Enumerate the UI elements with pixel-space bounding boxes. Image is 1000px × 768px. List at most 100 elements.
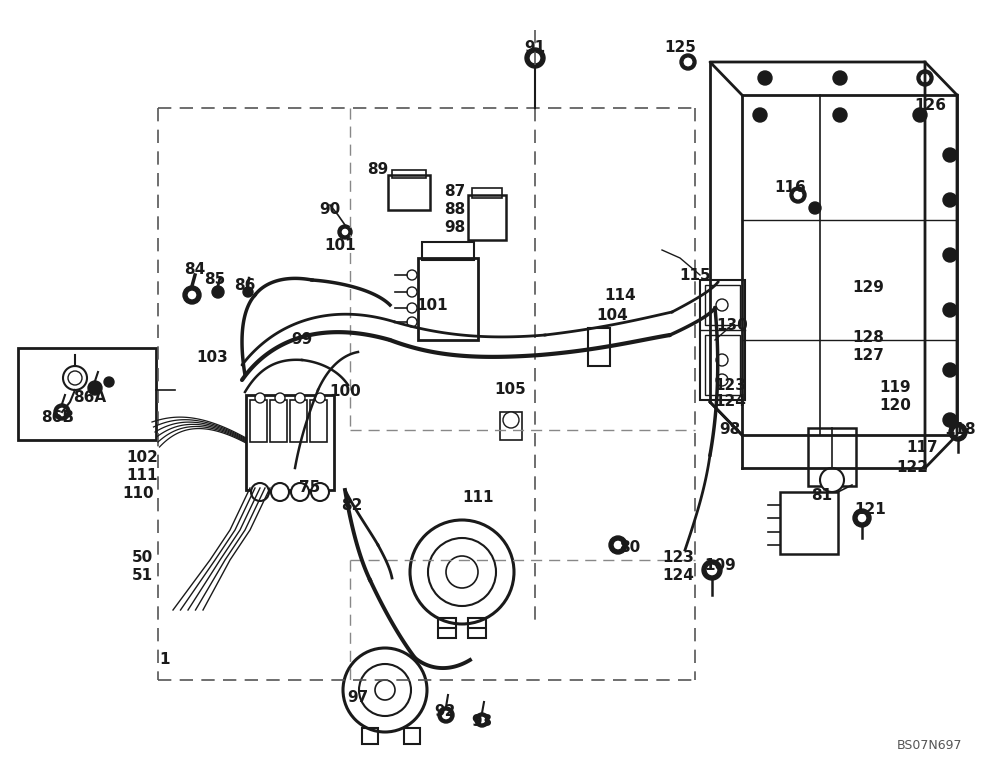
Circle shape xyxy=(833,108,847,122)
Text: 104: 104 xyxy=(596,307,628,323)
Circle shape xyxy=(946,196,954,204)
Circle shape xyxy=(291,483,309,501)
Circle shape xyxy=(953,427,963,437)
Text: 98: 98 xyxy=(719,422,741,438)
Text: 124: 124 xyxy=(714,395,746,409)
Text: 125: 125 xyxy=(664,41,696,55)
Text: 89: 89 xyxy=(367,163,389,177)
Circle shape xyxy=(243,287,253,297)
Text: 87: 87 xyxy=(444,184,466,200)
Text: 128: 128 xyxy=(852,330,884,346)
Bar xyxy=(742,95,957,435)
Text: 101: 101 xyxy=(324,237,356,253)
Circle shape xyxy=(407,317,417,327)
Text: 114: 114 xyxy=(604,287,636,303)
Bar xyxy=(18,348,156,440)
Circle shape xyxy=(946,416,954,424)
Circle shape xyxy=(341,228,349,236)
Text: 97: 97 xyxy=(347,690,369,706)
Circle shape xyxy=(917,70,933,86)
Text: 130: 130 xyxy=(716,317,748,333)
Circle shape xyxy=(187,290,197,300)
Bar xyxy=(588,328,610,366)
Circle shape xyxy=(943,363,957,377)
Circle shape xyxy=(255,393,265,403)
Text: 109: 109 xyxy=(704,558,736,572)
Bar xyxy=(705,335,740,395)
Text: 51: 51 xyxy=(131,568,153,582)
Text: 86: 86 xyxy=(234,277,256,293)
Text: 123: 123 xyxy=(714,378,746,392)
Bar xyxy=(705,285,740,325)
Circle shape xyxy=(428,538,496,606)
Text: 80: 80 xyxy=(619,541,641,555)
Circle shape xyxy=(943,148,957,162)
Circle shape xyxy=(478,716,486,724)
Circle shape xyxy=(68,371,82,385)
Text: 129: 129 xyxy=(852,280,884,296)
Circle shape xyxy=(212,286,224,298)
Text: 86B: 86B xyxy=(42,411,74,425)
Circle shape xyxy=(683,57,693,67)
Circle shape xyxy=(271,483,289,501)
Bar xyxy=(290,400,307,442)
Circle shape xyxy=(761,74,769,82)
Text: 101: 101 xyxy=(416,297,448,313)
Text: 119: 119 xyxy=(879,380,911,396)
Circle shape xyxy=(359,664,411,716)
Circle shape xyxy=(921,74,929,82)
Text: 75: 75 xyxy=(299,481,321,495)
Circle shape xyxy=(853,509,871,527)
Circle shape xyxy=(438,707,454,723)
Circle shape xyxy=(916,111,924,119)
Circle shape xyxy=(275,393,285,403)
Bar xyxy=(500,412,522,440)
Circle shape xyxy=(946,251,954,259)
Bar xyxy=(418,258,478,340)
Circle shape xyxy=(946,306,954,314)
Bar xyxy=(468,618,486,638)
Circle shape xyxy=(407,287,417,297)
Text: 84: 84 xyxy=(184,263,206,277)
Circle shape xyxy=(295,393,305,403)
Circle shape xyxy=(88,381,102,395)
Text: 117: 117 xyxy=(906,441,938,455)
Text: 92: 92 xyxy=(434,704,456,720)
Bar xyxy=(472,188,502,198)
Text: 50: 50 xyxy=(131,551,153,565)
Circle shape xyxy=(57,407,67,417)
Circle shape xyxy=(943,248,957,262)
Circle shape xyxy=(943,413,957,427)
Circle shape xyxy=(946,151,954,159)
Circle shape xyxy=(820,468,844,492)
Circle shape xyxy=(315,393,325,403)
Circle shape xyxy=(54,404,70,420)
Circle shape xyxy=(375,680,395,700)
Text: 93: 93 xyxy=(471,714,493,730)
Bar xyxy=(388,175,430,210)
Text: 82: 82 xyxy=(341,498,363,512)
Bar xyxy=(700,280,745,400)
Text: 88: 88 xyxy=(444,203,466,217)
Bar xyxy=(270,400,287,442)
Circle shape xyxy=(918,71,932,85)
Text: 121: 121 xyxy=(854,502,886,518)
Circle shape xyxy=(609,536,627,554)
Text: 116: 116 xyxy=(774,180,806,196)
Circle shape xyxy=(407,303,417,313)
Circle shape xyxy=(920,73,930,83)
Text: 100: 100 xyxy=(329,385,361,399)
Text: 86A: 86A xyxy=(73,390,107,406)
Circle shape xyxy=(343,648,427,732)
Text: 126: 126 xyxy=(914,98,946,112)
Circle shape xyxy=(753,108,767,122)
Circle shape xyxy=(857,513,867,523)
Circle shape xyxy=(680,54,696,70)
Circle shape xyxy=(63,366,87,390)
Text: 118: 118 xyxy=(944,422,976,438)
Text: 103: 103 xyxy=(196,350,228,366)
Text: 124: 124 xyxy=(662,568,694,582)
Text: 85: 85 xyxy=(204,273,226,287)
Circle shape xyxy=(943,303,957,317)
Circle shape xyxy=(475,713,489,727)
